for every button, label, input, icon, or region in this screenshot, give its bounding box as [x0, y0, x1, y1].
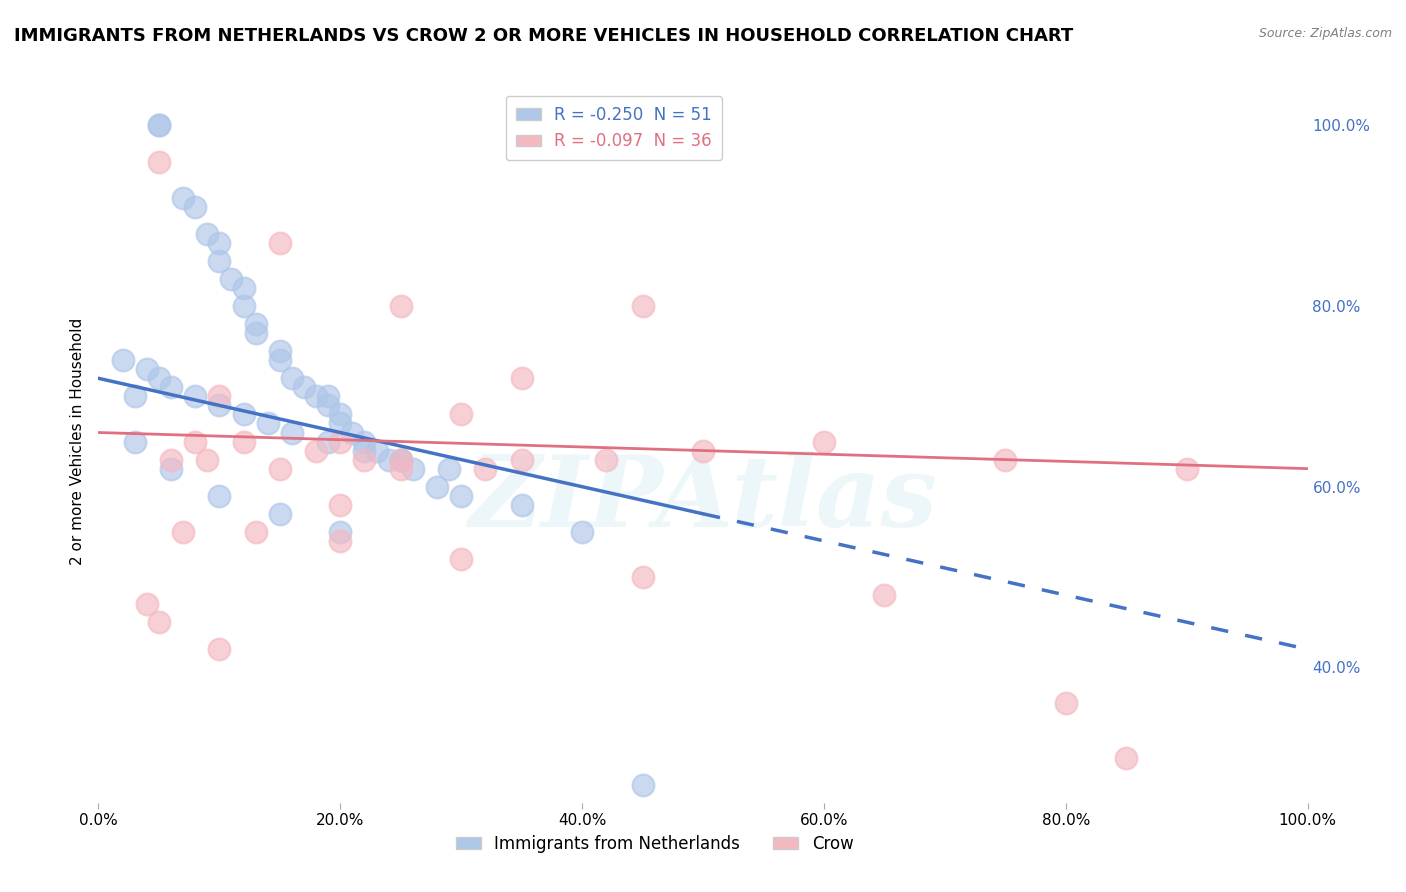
- Point: [281, 371, 304, 385]
- Point: [148, 371, 170, 385]
- Point: [269, 235, 291, 250]
- Text: Source: ZipAtlas.com: Source: ZipAtlas.com: [1258, 27, 1392, 40]
- Point: [208, 489, 231, 503]
- Point: [221, 272, 243, 286]
- Point: [111, 353, 134, 368]
- Point: [305, 389, 328, 403]
- Point: [426, 480, 449, 494]
- Point: [450, 489, 472, 503]
- Point: [269, 507, 291, 521]
- Point: [1054, 697, 1077, 711]
- Point: [269, 461, 291, 475]
- Point: [353, 443, 375, 458]
- Point: [208, 253, 231, 268]
- Point: [269, 344, 291, 359]
- Point: [148, 119, 170, 133]
- Point: [148, 154, 170, 169]
- Point: [450, 552, 472, 566]
- Legend: Immigrants from Netherlands, Crow: Immigrants from Netherlands, Crow: [449, 828, 860, 860]
- Point: [366, 443, 388, 458]
- Point: [305, 443, 328, 458]
- Point: [184, 434, 207, 449]
- Point: [692, 443, 714, 458]
- Point: [474, 461, 496, 475]
- Point: [292, 380, 315, 394]
- Point: [232, 281, 254, 295]
- Point: [377, 452, 399, 467]
- Point: [994, 452, 1017, 467]
- Point: [389, 452, 412, 467]
- Point: [389, 452, 412, 467]
- Point: [124, 434, 146, 449]
- Point: [148, 119, 170, 133]
- Point: [510, 371, 533, 385]
- Point: [353, 434, 375, 449]
- Point: [353, 452, 375, 467]
- Point: [316, 398, 339, 412]
- Point: [329, 417, 352, 431]
- Point: [245, 317, 267, 331]
- Point: [329, 408, 352, 422]
- Text: ZIPAtlas: ZIPAtlas: [468, 451, 938, 548]
- Point: [245, 326, 267, 341]
- Point: [1175, 461, 1198, 475]
- Point: [1115, 750, 1137, 764]
- Point: [450, 408, 472, 422]
- Point: [184, 389, 207, 403]
- Point: [172, 191, 194, 205]
- Point: [135, 362, 157, 376]
- Point: [256, 417, 278, 431]
- Y-axis label: 2 or more Vehicles in Household: 2 or more Vehicles in Household: [69, 318, 84, 566]
- Point: [402, 461, 425, 475]
- Point: [389, 299, 412, 313]
- Point: [184, 200, 207, 214]
- Point: [232, 299, 254, 313]
- Point: [631, 570, 654, 584]
- Point: [245, 524, 267, 539]
- Point: [160, 380, 183, 394]
- Point: [269, 353, 291, 368]
- Text: IMMIGRANTS FROM NETHERLANDS VS CROW 2 OR MORE VEHICLES IN HOUSEHOLD CORRELATION : IMMIGRANTS FROM NETHERLANDS VS CROW 2 OR…: [14, 27, 1073, 45]
- Point: [281, 425, 304, 440]
- Point: [124, 389, 146, 403]
- Point: [873, 588, 896, 602]
- Point: [195, 452, 218, 467]
- Point: [631, 299, 654, 313]
- Point: [631, 778, 654, 792]
- Point: [329, 524, 352, 539]
- Point: [510, 452, 533, 467]
- Point: [342, 425, 364, 440]
- Point: [208, 398, 231, 412]
- Point: [195, 227, 218, 241]
- Point: [148, 615, 170, 630]
- Point: [595, 452, 617, 467]
- Point: [510, 498, 533, 512]
- Point: [160, 461, 183, 475]
- Point: [437, 461, 460, 475]
- Point: [389, 461, 412, 475]
- Point: [329, 498, 352, 512]
- Point: [208, 235, 231, 250]
- Point: [135, 597, 157, 611]
- Point: [329, 533, 352, 548]
- Point: [172, 524, 194, 539]
- Point: [571, 524, 593, 539]
- Point: [232, 434, 254, 449]
- Point: [316, 434, 339, 449]
- Point: [232, 408, 254, 422]
- Point: [208, 389, 231, 403]
- Point: [329, 434, 352, 449]
- Point: [208, 642, 231, 657]
- Point: [389, 452, 412, 467]
- Point: [316, 389, 339, 403]
- Point: [813, 434, 835, 449]
- Point: [160, 452, 183, 467]
